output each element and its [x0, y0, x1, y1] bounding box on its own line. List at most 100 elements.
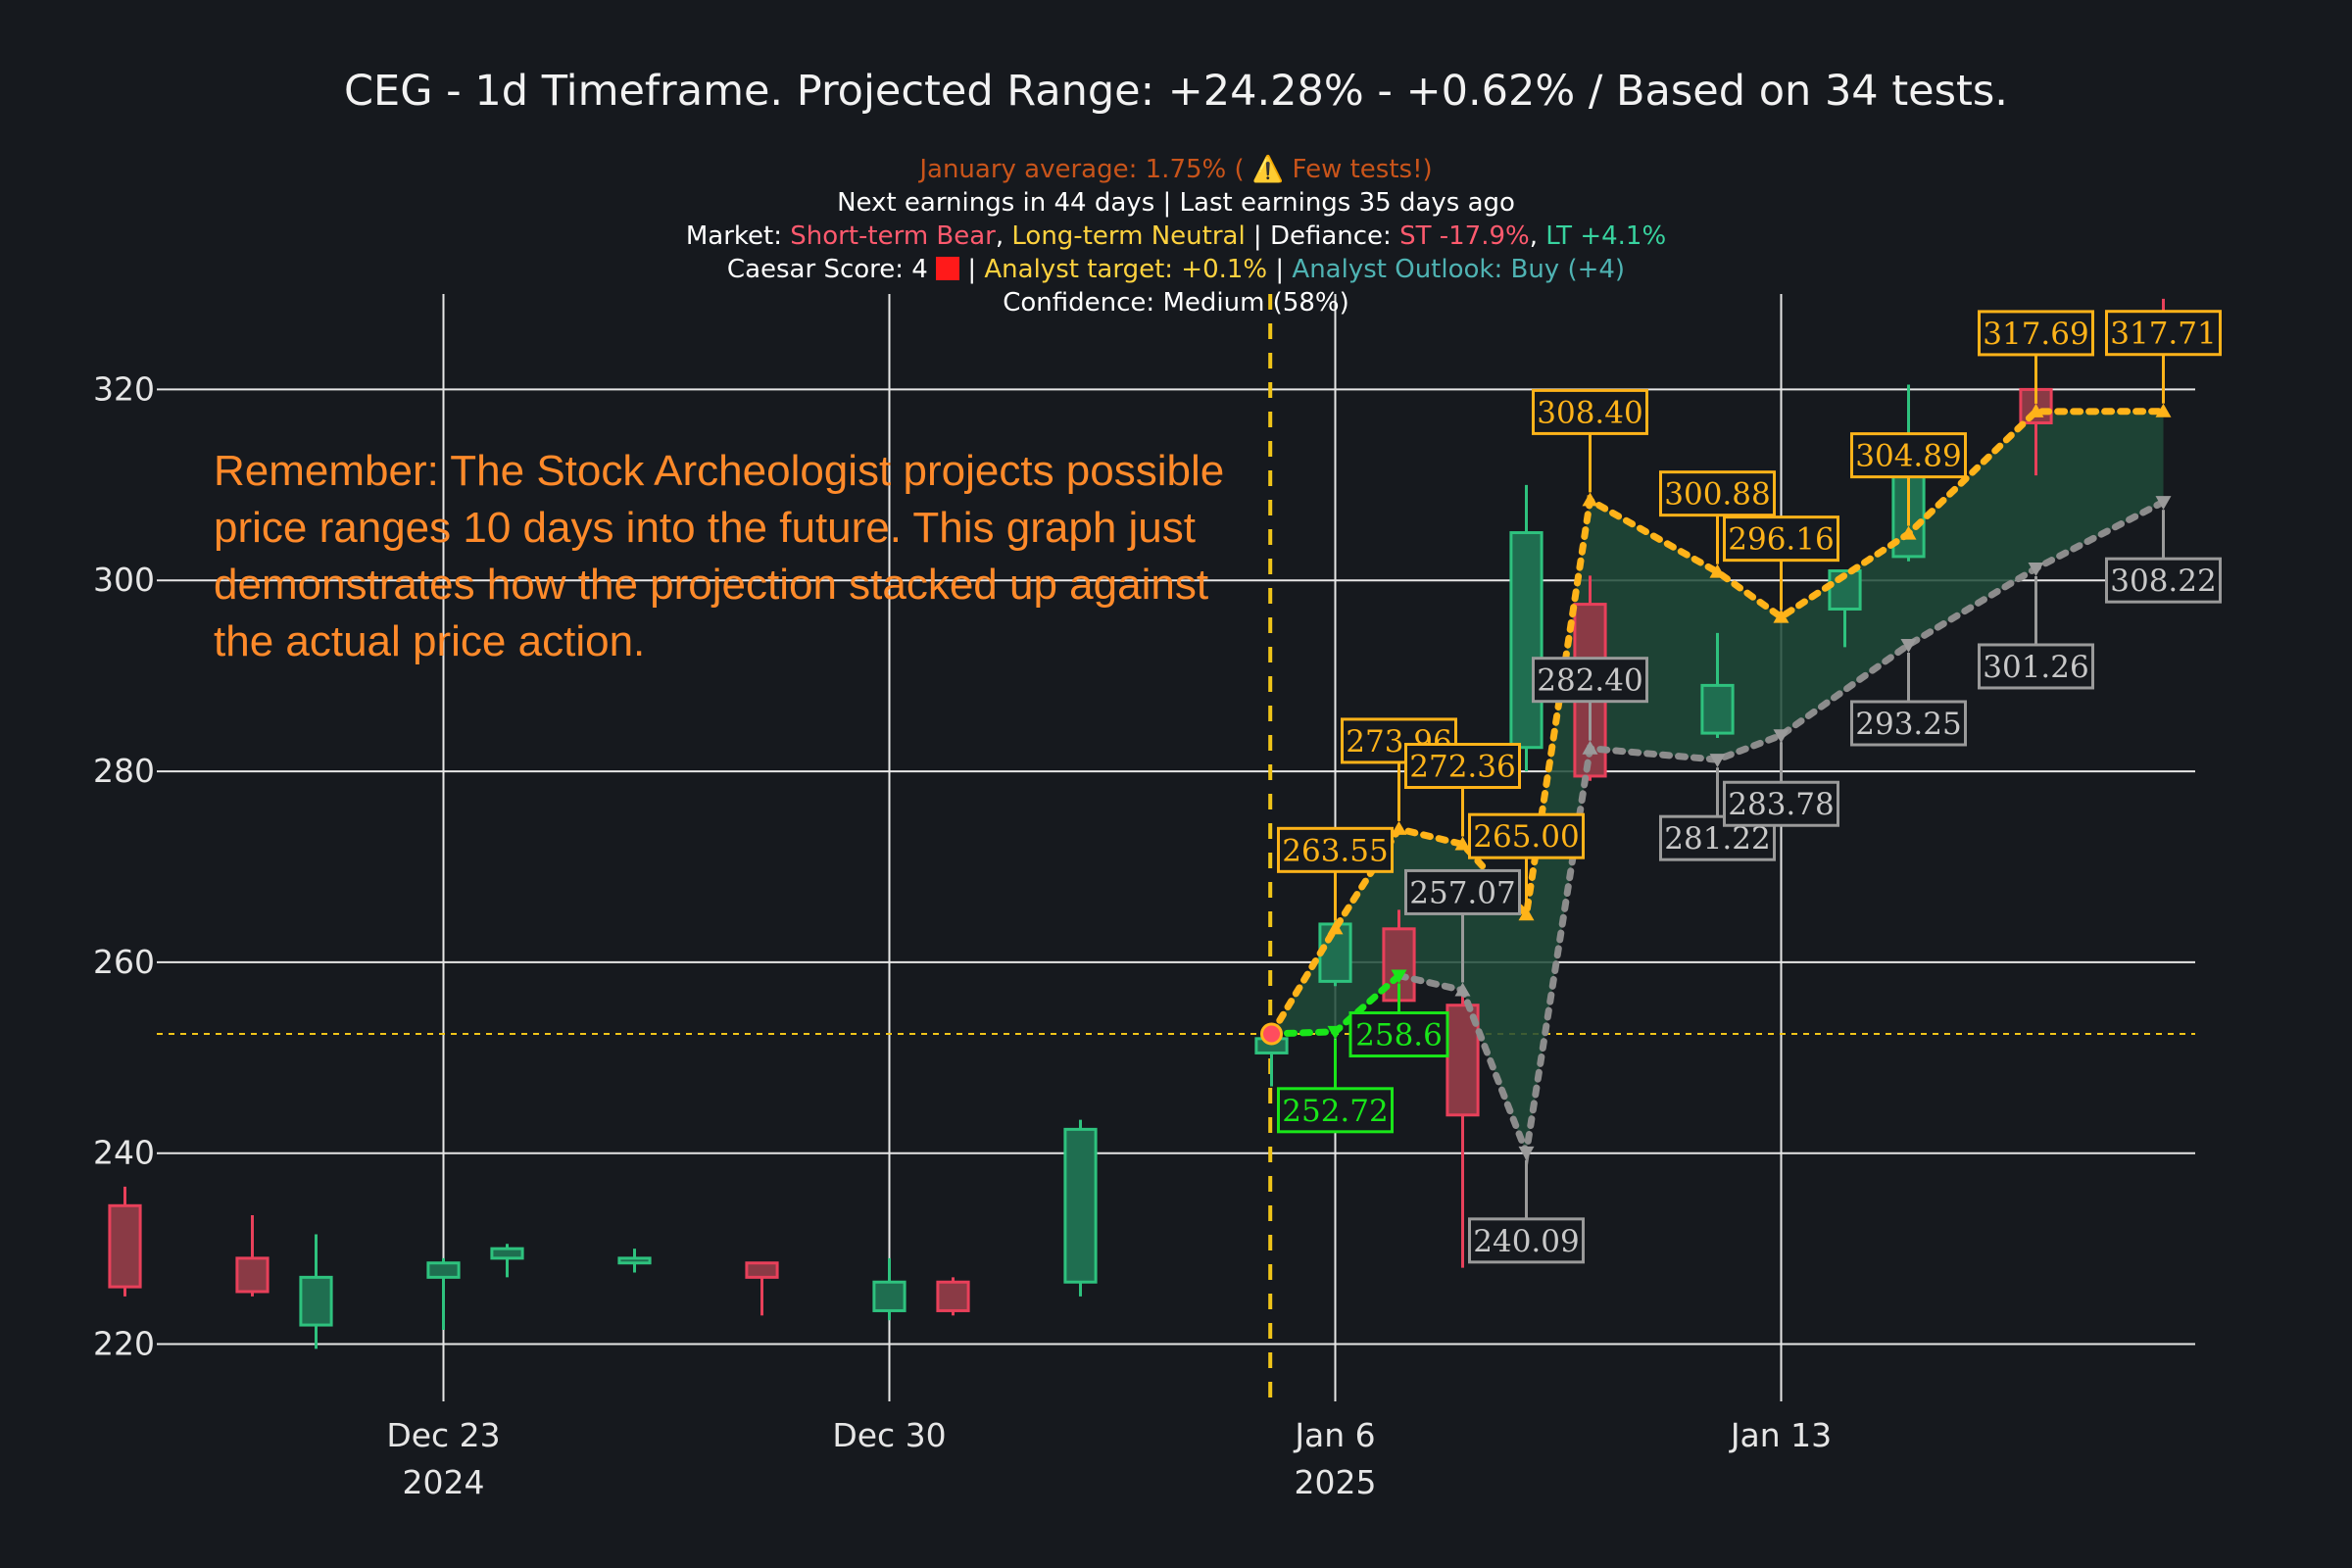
- candle-body: [235, 1256, 270, 1294]
- upper-label-arrow: [2028, 403, 2044, 417]
- market-long-term: Long-term Neutral: [1011, 221, 1246, 251]
- upper-label-box: [1723, 515, 1839, 563]
- x-tick-label: Jan 6: [1293, 1416, 1375, 1454]
- upper-label-arrow: [1327, 920, 1344, 935]
- chart-title: CEG - 1d Timeframe. Projected Range: +24…: [344, 67, 2008, 116]
- upper-label-arrow: [1454, 836, 1471, 851]
- lower-label-text: 257.07: [1409, 875, 1515, 910]
- lower-label-text: 281.22: [1664, 821, 1770, 857]
- lower-label-box: [1532, 657, 1648, 704]
- lower-label-arrow: [1327, 1025, 1344, 1040]
- upper-label-arrow: [1900, 525, 1917, 540]
- lower-label-text: 252.72: [1282, 1094, 1388, 1129]
- candle-body: [426, 1261, 461, 1279]
- upper-label-box: [1978, 310, 2094, 357]
- y-tick-label: 320: [93, 369, 155, 408]
- candle-body: [872, 1280, 906, 1312]
- x-tick-label: Dec 30: [832, 1416, 946, 1454]
- projection-band-area: [1271, 411, 2164, 1152]
- lower-label-text: 308.22: [2110, 564, 2216, 599]
- upper-label-text: 296.16: [1728, 522, 1834, 558]
- lower-label-arrow: [1709, 754, 1726, 768]
- projection-labels: 263.55273.96272.36265.00308.40300.88296.…: [1277, 310, 2222, 1264]
- upper-label-arrow: [1391, 820, 1407, 835]
- upper-label-box: [1277, 826, 1394, 873]
- y-tick-label: 240: [93, 1134, 155, 1172]
- lower-label-text: 282.40: [1537, 663, 1642, 699]
- upper-label-box: [1659, 470, 1776, 517]
- lower-label-arrow: [1773, 729, 1789, 744]
- upper-label-box: [1468, 812, 1585, 859]
- lower-label-text: 240.09: [1473, 1224, 1579, 1259]
- candle-body: [617, 1256, 652, 1265]
- lower-label-arrow: [1454, 982, 1471, 997]
- x-tick-label: Jan 13: [1729, 1416, 1832, 1454]
- upper-label-box: [1404, 742, 1521, 789]
- y-tick-label: 260: [93, 943, 155, 981]
- y-tick-label: 300: [93, 561, 155, 599]
- lower-label-box: [1723, 780, 1839, 827]
- lower-label-text: 283.78: [1728, 787, 1834, 822]
- analyst-target: Analyst target: +0.1%: [984, 255, 1268, 284]
- x-tick-label: Dec 23: [386, 1416, 500, 1454]
- defiance-lt: LT +4.1%: [1545, 221, 1667, 251]
- lower-label-text: 258.6: [1355, 1018, 1443, 1054]
- subtitle-market: Market: Short-term Bear, Long-term Neutr…: [685, 221, 1667, 251]
- x-tick-year-label: 2025: [1295, 1463, 1377, 1501]
- candle-body: [490, 1247, 524, 1260]
- lower-label-box: [1978, 643, 2094, 690]
- lower-label-box: [1404, 868, 1521, 915]
- upper-label-arrow: [1773, 609, 1789, 623]
- lower-label-box: [2105, 557, 2222, 604]
- candle-body: [299, 1275, 333, 1327]
- axis-ticks: 220 240 260 280 300 320 Dec 23 2024 Dec 30 Jan 6 2…: [93, 369, 1832, 1501]
- candle-body: [936, 1280, 970, 1312]
- upper-label-arrow: [2155, 403, 2172, 417]
- upper-label-arrow: [1709, 564, 1726, 578]
- upper-label-text: 272.36: [1409, 749, 1515, 784]
- subtitle-confidence: Confidence: Medium (58%): [1003, 288, 1349, 318]
- projection-start-marker: [1260, 1022, 1283, 1046]
- candle-body: [1063, 1127, 1098, 1284]
- lower-label-arrow: [1518, 1146, 1535, 1160]
- candle-body: [745, 1261, 779, 1279]
- upper-label-text: 263.55: [1282, 833, 1388, 868]
- lower-label-arrow: [1391, 969, 1407, 984]
- upper-label-arrow: [1582, 492, 1598, 507]
- lower-label-arrow: [2155, 496, 2172, 511]
- lower-label-arrow: [1900, 638, 1917, 653]
- upper-label-box: [1850, 432, 1967, 479]
- subtitle-scores: Caesar Score: 4 | Analyst target: +0.1% …: [726, 255, 1626, 284]
- lower-label-text: 301.26: [1983, 650, 2088, 685]
- disclaimer-note: Remember: The Stock Archeologist project…: [214, 447, 1225, 665]
- lower-label-box: [1348, 1011, 1449, 1058]
- lower-label-box: [1277, 1087, 1394, 1134]
- upper-label-text: 265.00: [1473, 819, 1579, 855]
- market-short-term: Short-term Bear: [790, 221, 996, 251]
- lower-label-arrow: [2028, 562, 2044, 576]
- upper-label-text: 300.88: [1664, 477, 1770, 513]
- upper-label-arrow: [1518, 906, 1535, 921]
- upper-label-box: [2105, 310, 2222, 357]
- upper-label-box: [1532, 388, 1648, 435]
- candle-body: [108, 1203, 142, 1289]
- caesar-score-square-icon: [936, 257, 960, 280]
- y-tick-label: 280: [93, 752, 155, 790]
- defiance-st: ST -17.9%: [1399, 221, 1530, 251]
- lower-label-box: [1468, 1217, 1585, 1264]
- lower-label-text: 293.25: [1855, 707, 1961, 742]
- subtitle-earnings: Next earnings in 44 days | Last earnings…: [837, 188, 1515, 218]
- caesar-score: Caesar Score: 4: [726, 255, 928, 284]
- projection-band: [1271, 411, 2164, 1152]
- lower-label-arrow: [1582, 740, 1598, 755]
- analyst-outlook: Analyst Outlook: Buy (+4): [1292, 255, 1626, 284]
- subtitle-january-average: January average: 1.75% ( ⚠️ Few tests!): [919, 155, 1433, 184]
- lower-label-box: [1850, 700, 1967, 747]
- candle-body: [1509, 531, 1544, 750]
- candle-body: [1700, 683, 1735, 735]
- upper-label-text: 304.89: [1855, 439, 1961, 474]
- gridlines: [157, 294, 2195, 1401]
- upper-label-text: 317.71: [2110, 317, 2216, 352]
- upper-label-text: 317.69: [1983, 317, 2088, 352]
